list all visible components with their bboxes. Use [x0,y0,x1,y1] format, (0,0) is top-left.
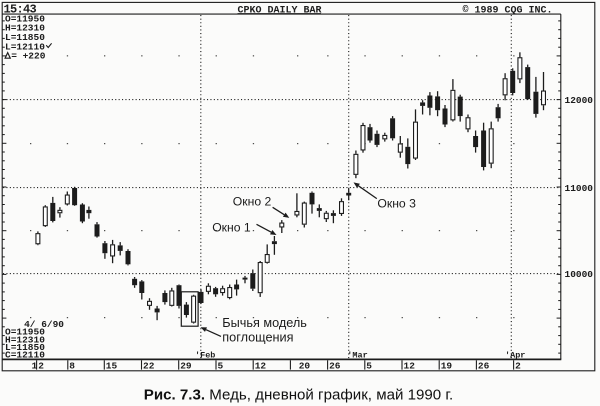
svg-text:2: 2 [515,361,521,372]
svg-text:22: 22 [143,361,155,372]
svg-text:15:43: 15:43 [4,2,37,16]
svg-text:20: 20 [299,361,311,372]
svg-text:26: 26 [329,361,341,372]
svg-text:Окно 2: Окно 2 [233,194,272,208]
svg-text:© 1989 CQG INC.: © 1989 CQG INC. [463,4,553,16]
svg-text:8: 8 [69,361,75,372]
svg-text:Окно 3: Окно 3 [377,197,416,211]
svg-text:C=12110: C=12110 [5,350,45,361]
svg-text:2: 2 [38,361,44,372]
svg-text:Рис. 7.3. Медь, дневной график: Рис. 7.3. Медь, дневной график, май 1990… [144,386,453,403]
svg-text:O=11950: O=11950 [5,327,45,338]
svg-text:5: 5 [218,361,224,372]
svg-text:'Mar: 'Mar [347,350,367,360]
svg-text:12000: 12000 [565,95,594,106]
svg-text:1: 1 [32,361,38,372]
svg-text:CPKO DAILY BAR: CPKO DAILY BAR [238,5,322,16]
svg-text:5: 5 [366,361,372,372]
svg-text:H=12310: H=12310 [5,23,45,34]
svg-text:'Apr: 'Apr [505,350,525,360]
svg-text:26: 26 [478,361,490,372]
svg-text:= +220: = +220 [11,50,46,61]
svg-text:O=11950: O=11950 [5,13,45,24]
svg-text:19: 19 [441,361,453,372]
svg-text:15: 15 [106,361,118,372]
svg-text:10000: 10000 [565,269,594,280]
svg-text:12: 12 [255,361,267,372]
svg-text:L=11850: L=11850 [5,342,45,353]
svg-text:поглощения: поглощения [222,330,293,344]
svg-text:L=11850: L=11850 [5,32,45,43]
svg-text:Окно 1: Окно 1 [212,221,251,235]
svg-text:29: 29 [180,361,192,372]
svg-text:12: 12 [404,361,416,372]
svg-text:'Feb: 'Feb [195,350,215,360]
svg-text:Бычья модель: Бычья модель [222,316,307,330]
svg-text:11000: 11000 [565,183,594,194]
svg-text:4/ 6/90: 4/ 6/90 [24,319,64,330]
svg-text:L=12110: L=12110 [5,41,45,52]
svg-text:H=12310: H=12310 [5,334,45,345]
